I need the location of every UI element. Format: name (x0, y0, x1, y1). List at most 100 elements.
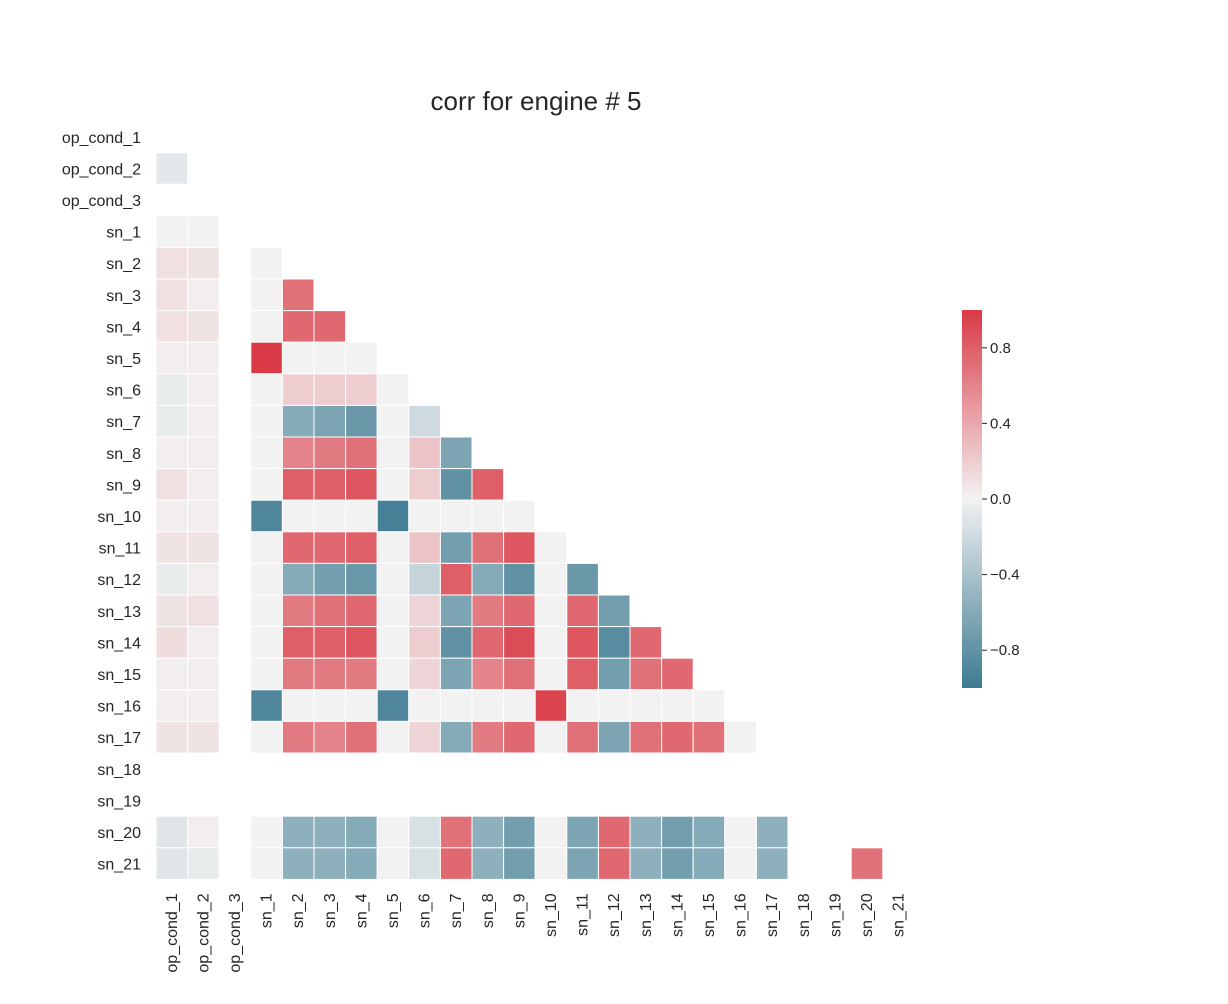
heatmap-cell-sn_15-sn_11 (566, 657, 599, 691)
heatmap-cell-sn_11-op_cond_1 (155, 531, 189, 564)
heatmap-cell-sn_7-sn_2 (281, 404, 315, 438)
heatmap-cell-sn_16-sn_15 (692, 689, 726, 722)
heatmap-cell-sn_17-op_cond_1 (155, 720, 189, 754)
heatmap-cell-sn_7-sn_4 (345, 404, 378, 438)
heatmap-cell-sn_7-op_cond_1 (155, 404, 189, 438)
heatmap-cell-sn_13-sn_2 (281, 594, 315, 628)
heatmap-cell-sn_11-sn_2 (281, 531, 315, 564)
colorbar: 0.8 0.4 0.0 −0.4 −0.8 (962, 310, 1020, 688)
heatmap-cell-sn_14-sn_3 (313, 626, 347, 659)
heatmap-cell-sn_10-op_cond_2 (187, 499, 220, 533)
heatmap-cell-sn_17-sn_1 (250, 720, 283, 754)
chart-title: corr for engine # 5 (430, 86, 641, 116)
heatmap-cell-sn_16-sn_9 (503, 689, 536, 722)
heatmap-cell-sn_2-op_cond_2 (187, 246, 220, 280)
y-tick-label-sn_18: sn_18 (97, 762, 141, 779)
heatmap-cell-sn_5-sn_1 (250, 341, 283, 375)
heatmap-cell-sn_12-sn_4 (345, 562, 378, 596)
heatmap-cell-sn_8-sn_7 (439, 436, 473, 470)
heatmap-cell-sn_21-sn_4 (345, 847, 378, 880)
heatmap-cell-sn_21-sn_2 (281, 847, 315, 880)
heatmap-cell-sn_16-sn_3 (313, 689, 347, 722)
heatmap-cell-sn_20-sn_10 (534, 815, 568, 849)
heatmap-cell-sn_21-op_cond_2 (187, 847, 220, 880)
heatmap-cell-sn_17-sn_4 (345, 720, 378, 754)
heatmap-cell-sn_3-sn_2 (281, 278, 315, 312)
heatmap-cell-sn_8-sn_3 (313, 436, 347, 470)
heatmap-cell-sn_16-sn_13 (629, 689, 663, 722)
heatmap-cell-sn_17-sn_16 (724, 720, 757, 754)
heatmap-cell-sn_12-sn_2 (281, 562, 315, 596)
heatmap-cell-sn_21-sn_3 (313, 847, 347, 880)
y-tick-label-sn_12: sn_12 (97, 572, 141, 589)
heatmap-cell-sn_16-sn_1 (250, 689, 283, 722)
heatmap-cell-sn_20-sn_4 (345, 815, 378, 849)
heatmap-cell-sn_4-sn_2 (281, 310, 315, 343)
heatmap-cell-sn_6-sn_1 (250, 373, 283, 406)
heatmap-cell-sn_20-sn_9 (503, 815, 536, 849)
heatmap-cell-sn_20-sn_8 (471, 815, 505, 849)
x-tick-label-sn_16: sn_16 (733, 893, 750, 937)
heatmap-cell-sn_13-sn_4 (345, 594, 378, 628)
heatmap-cell-sn_21-sn_14 (661, 847, 694, 880)
x-tick-label-sn_12: sn_12 (606, 893, 623, 937)
y-tick-label-sn_21: sn_21 (97, 857, 141, 874)
heatmap-cell-sn_5-op_cond_1 (155, 341, 189, 375)
heatmap-cell-sn_21-sn_8 (471, 847, 505, 880)
heatmap-cell-sn_21-sn_16 (724, 847, 757, 880)
heatmap-cell-sn_10-sn_1 (250, 499, 283, 533)
x-tick-label-sn_1: sn_1 (259, 893, 276, 928)
heatmap-cell-sn_11-op_cond_2 (187, 531, 220, 564)
heatmap-cell-sn_3-sn_1 (250, 278, 283, 312)
x-tick-label-sn_9: sn_9 (511, 893, 528, 928)
colorbar-tick-label: −0.8 (990, 642, 1020, 659)
heatmap-cell-sn_13-sn_8 (471, 594, 505, 628)
heatmap-cell-sn_14-sn_4 (345, 626, 378, 659)
heatmap-cell-sn_17-sn_14 (661, 720, 694, 754)
heatmap-cell-sn_16-sn_14 (661, 689, 694, 722)
heatmap-cell-sn_21-sn_17 (755, 847, 789, 880)
heatmap-cell-sn_21-sn_20 (850, 847, 884, 880)
heatmap-cell-sn_17-sn_12 (597, 720, 631, 754)
heatmap-cell-sn_7-sn_3 (313, 404, 347, 438)
y-tick-label-sn_17: sn_17 (97, 730, 141, 747)
heatmap-cell-sn_4-op_cond_2 (187, 310, 220, 343)
y-tick-label-op_cond_2: op_cond_2 (62, 161, 141, 178)
heatmap-cell-sn_15-sn_5 (376, 657, 410, 691)
heatmap-cell-sn_11-sn_9 (503, 531, 536, 564)
heatmap-cell-sn_14-sn_12 (597, 626, 631, 659)
y-tick-label-sn_9: sn_9 (106, 477, 141, 494)
heatmap-cell-sn_16-sn_6 (408, 689, 441, 722)
heatmap-cell-sn_15-sn_3 (313, 657, 347, 691)
heatmap-cell-sn_13-sn_1 (250, 594, 283, 628)
heatmap-cell-sn_15-sn_2 (281, 657, 315, 691)
x-tick-label-sn_5: sn_5 (385, 893, 402, 928)
heatmap-cell-sn_3-op_cond_2 (187, 278, 220, 312)
heatmap-cell-sn_12-sn_6 (408, 562, 441, 596)
heatmap-cell-sn_5-op_cond_2 (187, 341, 220, 375)
x-tick-label-sn_10: sn_10 (543, 893, 560, 937)
heatmap-cell-sn_3-op_cond_1 (155, 278, 189, 312)
heatmap-cell-sn_12-sn_9 (503, 562, 536, 596)
heatmap-cell-sn_11-sn_3 (313, 531, 347, 564)
heatmap-cell-sn_17-sn_8 (471, 720, 505, 754)
heatmap-cell-sn_16-sn_10 (534, 689, 568, 722)
heatmap-cell-sn_13-sn_10 (534, 594, 568, 628)
heatmap-cell-sn_12-op_cond_1 (155, 562, 189, 596)
heatmap-cell-sn_7-sn_1 (250, 404, 283, 438)
heatmap-cell-sn_21-op_cond_1 (155, 847, 189, 880)
y-tick-label-sn_15: sn_15 (97, 667, 141, 684)
colorbar-tick-label: −0.4 (990, 567, 1020, 584)
heatmap-cell-op_cond_2-op_cond_1 (155, 152, 189, 185)
heatmap-cell-sn_17-sn_9 (503, 720, 536, 754)
heatmap-cell-sn_17-sn_7 (439, 720, 473, 754)
x-tick-label-sn_17: sn_17 (764, 893, 781, 937)
y-tick-label-sn_11: sn_11 (99, 541, 142, 558)
heatmap-cell-sn_10-sn_9 (503, 499, 536, 533)
heatmap-cell-sn_5-sn_3 (313, 341, 347, 375)
heatmap-cell-sn_17-sn_2 (281, 720, 315, 754)
heatmap-cell-sn_16-op_cond_2 (187, 689, 220, 722)
colorbar-tick-label: 0.4 (990, 415, 1011, 432)
heatmap-cell-sn_21-sn_5 (376, 847, 410, 880)
